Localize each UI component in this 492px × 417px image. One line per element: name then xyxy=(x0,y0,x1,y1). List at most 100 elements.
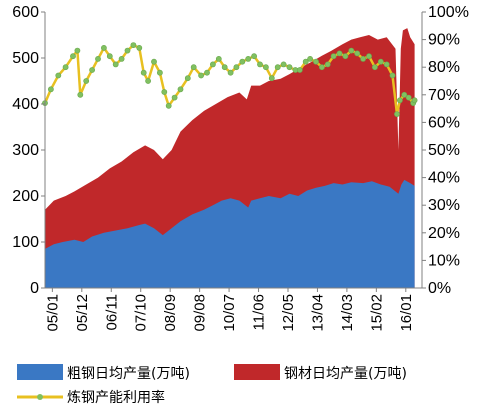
utilization-point xyxy=(354,50,361,57)
x-tick-label: 08/09 xyxy=(162,294,179,332)
utilization-point xyxy=(145,78,151,84)
utilization-point xyxy=(77,91,84,98)
utilization-point xyxy=(366,53,372,60)
utilization-point xyxy=(62,64,69,71)
utilization-point xyxy=(313,58,319,65)
left-tick-label: 500 xyxy=(12,50,39,67)
left-tick-label: 600 xyxy=(12,4,39,21)
x-tick-label: 07/10 xyxy=(133,294,150,332)
right-tick-label: 70% xyxy=(428,87,460,104)
legend-swatch-crude-steel xyxy=(17,364,63,380)
utilization-point xyxy=(198,72,204,79)
utilization-point xyxy=(221,64,228,71)
utilization-point xyxy=(209,61,216,68)
utilization-point xyxy=(262,64,269,71)
right-tick-label: 50% xyxy=(428,142,460,159)
utilization-point xyxy=(377,58,384,65)
x-tick-label: 15/02 xyxy=(368,294,385,332)
utilization-point xyxy=(318,64,325,71)
right-tick-label: 30% xyxy=(428,197,460,214)
right-tick-label: 10% xyxy=(428,252,460,269)
utilization-point xyxy=(296,67,303,73)
utilization-point xyxy=(251,53,257,60)
utilization-point xyxy=(227,69,234,76)
utilization-point xyxy=(411,97,418,104)
utilization-point xyxy=(95,56,101,62)
left-tick-label: 100 xyxy=(12,234,39,251)
utilization-point xyxy=(204,69,210,76)
utilization-point xyxy=(371,64,378,71)
legend-swatch-rolled-steel xyxy=(234,364,280,380)
left-tick-label: 400 xyxy=(12,96,39,113)
x-tick-label: 14/03 xyxy=(339,294,356,332)
utilization-point xyxy=(184,75,191,82)
right-tick-label: 0% xyxy=(428,280,451,297)
utilization-point xyxy=(161,89,168,95)
utilization-point xyxy=(302,58,309,65)
left-axis-ticks: 0 100 200 300 400 500 600 xyxy=(12,4,45,297)
utilization-point xyxy=(348,47,355,54)
utilization-point xyxy=(130,42,137,48)
utilization-point xyxy=(239,58,246,65)
x-tick-label: 11/06 xyxy=(251,294,268,330)
utilization-point xyxy=(233,64,240,71)
utilization-point xyxy=(101,45,107,51)
utilization-point xyxy=(324,61,331,68)
right-tick-label: 20% xyxy=(428,225,460,242)
utilization-point xyxy=(336,50,343,57)
x-tick-label: 06/11 xyxy=(103,294,120,330)
utilization-point xyxy=(280,61,287,68)
utilization-point xyxy=(136,45,143,51)
utilization-point xyxy=(118,56,125,62)
utilization-point xyxy=(286,64,293,71)
right-tick-label: 90% xyxy=(428,32,460,49)
utilization-point xyxy=(48,86,54,93)
utilization-point xyxy=(307,56,313,62)
crude-steel-area xyxy=(45,179,415,288)
utilization-point xyxy=(70,53,76,60)
utilization-point xyxy=(274,64,281,71)
utilization-point xyxy=(106,53,113,60)
utilization-point xyxy=(74,47,81,54)
utilization-point xyxy=(83,78,90,84)
utilization-point xyxy=(112,61,119,68)
left-tick-label: 200 xyxy=(12,188,39,205)
x-axis-ticks: 05/01 05/12 06/11 07/10 08/09 09/08 10/07 11/06… xyxy=(44,288,415,332)
x-tick-label: 05/12 xyxy=(74,294,91,332)
left-tick-label: 0 xyxy=(30,280,39,297)
utilization-point xyxy=(401,91,408,98)
legend: 粗钢日均产量(万吨) 钢材日均产量(万吨) 炼钢产能利用率 xyxy=(17,364,407,406)
utilization-point xyxy=(389,72,396,79)
legend-label-utilization: 炼钢产能利用率 xyxy=(67,389,165,406)
legend-label-rolled-steel: 钢材日均产量(万吨) xyxy=(284,366,407,382)
x-tick-label: 12/05 xyxy=(280,294,297,332)
x-tick-label: 05/01 xyxy=(44,294,61,332)
x-tick-label: 13/04 xyxy=(309,294,326,332)
utilization-point xyxy=(55,72,62,79)
utilization-point xyxy=(156,69,163,76)
utilization-point xyxy=(165,102,172,109)
line-series-group xyxy=(42,42,418,117)
right-tick-label: 100% xyxy=(428,4,469,21)
utilization-point xyxy=(268,75,275,82)
right-tick-label: 60% xyxy=(428,114,460,131)
utilization-point xyxy=(124,47,131,54)
right-tick-label: 80% xyxy=(428,59,460,76)
area-series-group xyxy=(45,28,415,288)
utilization-point xyxy=(215,56,222,62)
utilization-point xyxy=(89,67,95,73)
x-tick-label: 09/08 xyxy=(192,294,209,332)
legend-marker-utilization xyxy=(37,394,43,400)
utilization-point xyxy=(394,111,400,117)
utilization-point xyxy=(405,94,412,101)
utilization-point xyxy=(245,56,252,62)
utilization-point xyxy=(360,56,366,62)
right-axis-ticks: 0% 10% 20% 30% 40% 50% 60% 70% 80% 90% 100% xyxy=(422,4,469,297)
utilization-point xyxy=(151,58,157,65)
legend-label-crude-steel: 粗钢日均产量(万吨) xyxy=(67,366,190,382)
utilization-point xyxy=(140,69,147,76)
left-tick-label: 300 xyxy=(12,142,39,159)
utilization-point xyxy=(177,86,184,93)
utilization-point xyxy=(171,94,178,101)
